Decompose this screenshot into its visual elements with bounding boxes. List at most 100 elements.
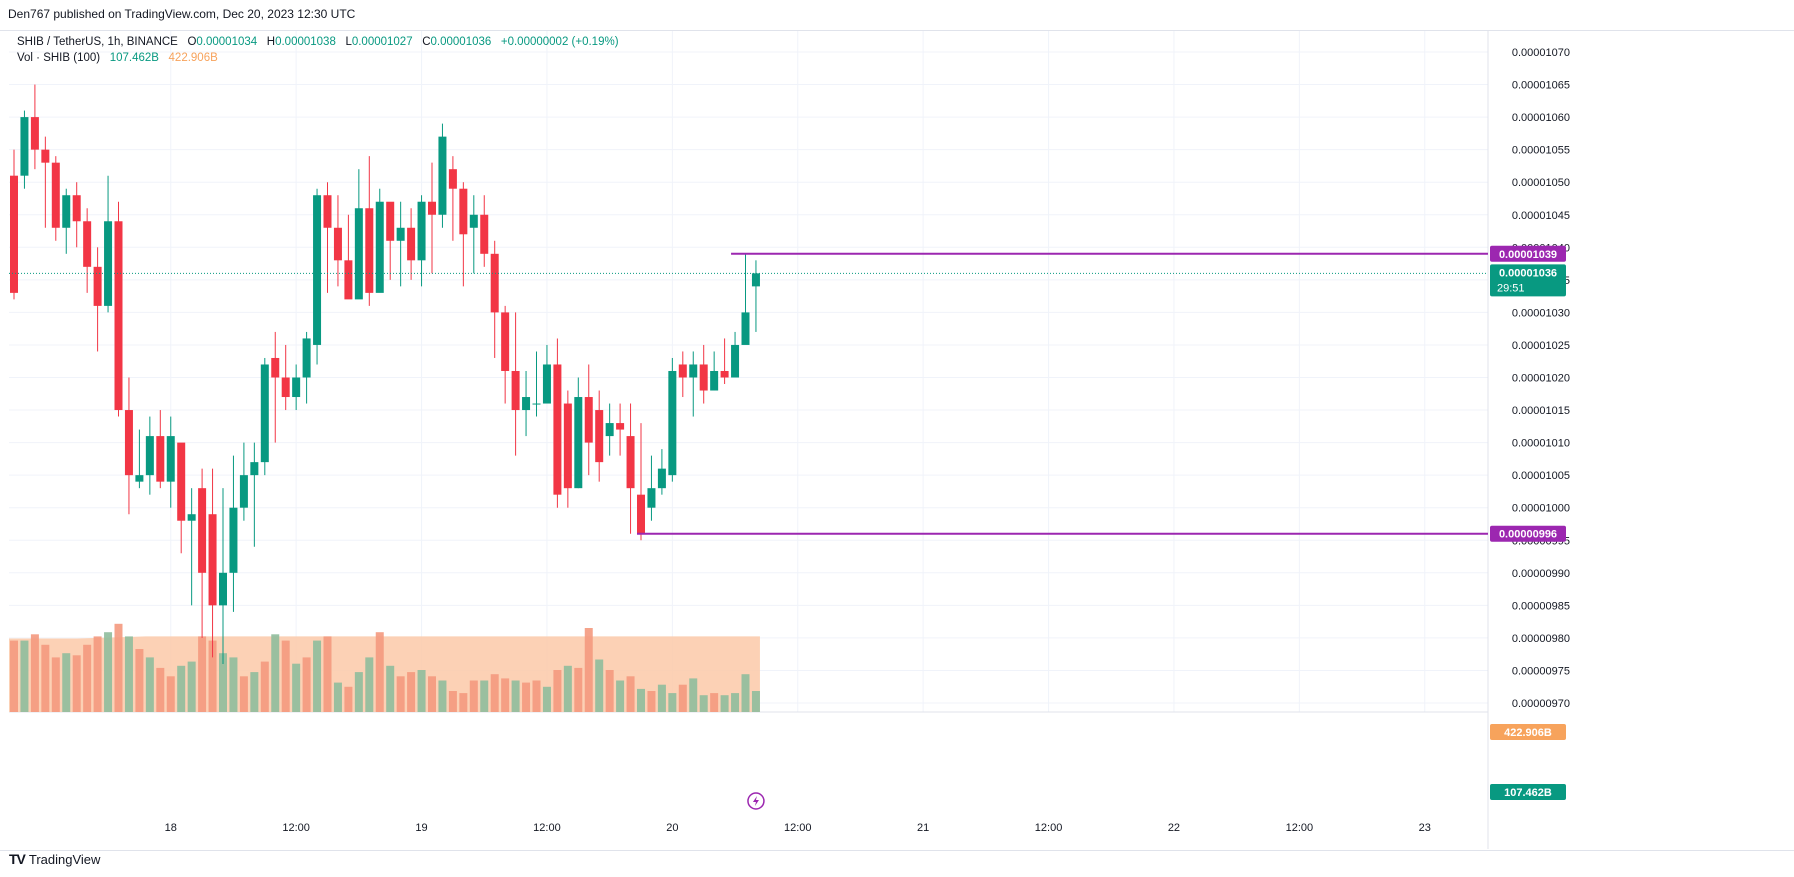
- candle-body: [511, 370, 520, 411]
- volume-bar: [354, 672, 363, 712]
- volume-bar: [313, 640, 322, 712]
- volume-bar: [260, 661, 269, 712]
- volume-bar: [83, 644, 92, 712]
- candle-body: [271, 357, 280, 378]
- candle-body: [62, 195, 71, 228]
- candle-body: [10, 175, 18, 293]
- candle-body: [114, 221, 123, 411]
- candle-body: [72, 195, 81, 222]
- volume-bar: [333, 682, 342, 712]
- publisher-line: Den767 published on TradingView.com, Dec…: [8, 7, 356, 21]
- candle-body: [647, 488, 656, 508]
- volume-bar: [93, 636, 102, 712]
- x-tick-label: 22: [1168, 822, 1180, 834]
- svg-text:29:51: 29:51: [1497, 282, 1525, 294]
- candle-body: [428, 201, 436, 215]
- y-tick-label: 0.00000985: [1512, 600, 1570, 612]
- volume-bar: [51, 657, 60, 712]
- candle-body: [637, 494, 645, 534]
- legend-close: 0.00001036: [430, 36, 492, 48]
- candle-body: [751, 273, 760, 287]
- x-tick-label: 21: [917, 822, 929, 834]
- candle-body: [407, 227, 416, 261]
- candle-body: [229, 507, 238, 573]
- x-tick-label: 12:00: [1035, 822, 1063, 834]
- level-low-badge: 0.00000996: [1490, 525, 1566, 542]
- y-tick-label: 0.00001065: [1512, 80, 1570, 92]
- volume-bar: [584, 628, 593, 712]
- legend-high: 0.00001038: [275, 36, 336, 48]
- legend-volume-ma: 422.906B: [168, 52, 218, 64]
- volume-bar: [198, 636, 207, 712]
- candle-body: [448, 169, 457, 189]
- chart-frame: [0, 30, 1794, 851]
- candle-body: [344, 260, 353, 300]
- volume-bar: [386, 665, 395, 712]
- candle-body: [156, 436, 165, 482]
- volume-bar: [574, 667, 583, 712]
- y-tick-label: 0.00000970: [1512, 698, 1570, 710]
- candle-body: [386, 201, 395, 241]
- volume-bar: [626, 676, 635, 712]
- volume-bar: [281, 640, 290, 712]
- volume-bar: [417, 670, 426, 712]
- candle-body: [41, 149, 50, 163]
- candle-body: [584, 397, 593, 443]
- y-tick-label: 0.00001000: [1512, 503, 1570, 515]
- candle-body: [532, 403, 541, 405]
- volume-bar: [542, 686, 551, 712]
- candle-body: [689, 364, 698, 378]
- volume-bar: [480, 680, 489, 712]
- candle-body: [302, 338, 311, 378]
- legend-change: +0.00000002 (+0.19%): [500, 36, 619, 48]
- volume-bar: [10, 640, 18, 712]
- volume-ma-badge: 422.906B: [1490, 724, 1566, 740]
- candle-body: [731, 344, 740, 378]
- grid: [9, 31, 1488, 712]
- last-price-badge: 0.00001036 29:51: [1490, 264, 1566, 297]
- candle-body: [333, 227, 342, 261]
- candle-body: [187, 514, 196, 521]
- candle-body: [219, 572, 227, 606]
- candle-body: [51, 162, 60, 228]
- volume-bar: [271, 634, 280, 712]
- volume-bar: [250, 672, 259, 712]
- x-tick-label: 23: [1419, 822, 1431, 834]
- volume-bar: [647, 691, 656, 712]
- volume-bar: [177, 665, 186, 712]
- volume-bar: [553, 670, 562, 712]
- volume-last-badge: 107.462B: [1490, 784, 1566, 800]
- footer-brand[interactable]: TV TradingView: [9, 851, 100, 867]
- candle-body: [166, 436, 175, 482]
- volume-bar: [302, 657, 311, 712]
- legend-volume-label: Vol · SHIB (100): [17, 52, 101, 64]
- candle-body: [720, 370, 729, 378]
- volume-bar: [731, 693, 740, 712]
- candle-body: [375, 201, 384, 293]
- volume-bar: [668, 693, 677, 712]
- candle-body: [145, 436, 154, 476]
- candle-body: [177, 442, 186, 521]
- volume-bar: [532, 680, 541, 712]
- tradingview-logo-icon: TV: [9, 851, 26, 867]
- candle-body: [135, 475, 144, 482]
- candle-body: [239, 475, 248, 508]
- y-tick-label: 0.00001015: [1512, 405, 1570, 417]
- volume-bar: [135, 649, 144, 712]
- volume-bar: [699, 695, 708, 712]
- volume-bar: [469, 680, 478, 712]
- y-tick-label: 0.00001025: [1512, 340, 1570, 352]
- candle-body: [574, 397, 583, 489]
- candle-body: [250, 462, 259, 476]
- y-tick-label: 0.00001030: [1512, 307, 1570, 319]
- volume-bar: [710, 693, 719, 712]
- candle-body: [104, 221, 113, 306]
- legend-low: 0.00001027: [351, 36, 413, 48]
- candle-body: [323, 195, 332, 228]
- volume-bar: [522, 682, 531, 712]
- volume-bar: [605, 670, 614, 712]
- legend-open-label: O: [187, 36, 197, 48]
- svg-text:0.00001039: 0.00001039: [1499, 249, 1557, 261]
- y-tick-label: 0.00001020: [1512, 373, 1570, 385]
